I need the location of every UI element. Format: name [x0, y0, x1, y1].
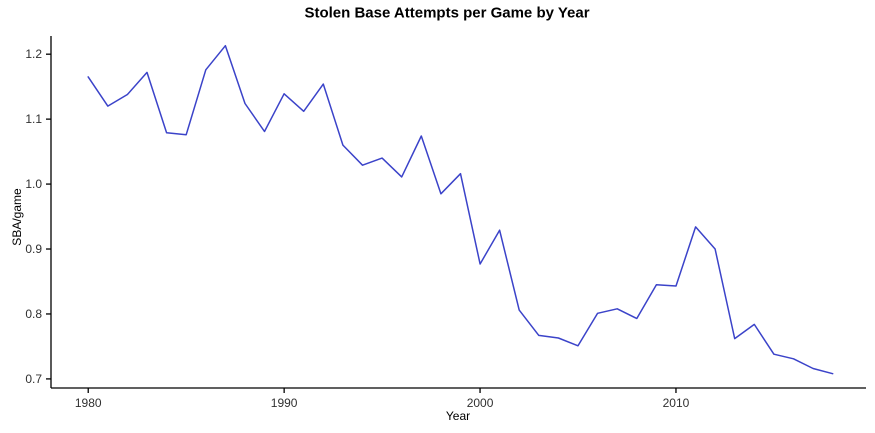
y-tick-label: 0.9 — [25, 242, 42, 256]
chart-title: Stolen Base Attempts per Game by Year — [304, 4, 590, 22]
y-tick-label: 0.7 — [25, 372, 42, 386]
x-tick-label: 1990 — [271, 396, 298, 410]
y-tick-label: 0.8 — [25, 307, 42, 321]
y-tick-label: 1.2 — [25, 47, 42, 61]
y-tick-label: 1.1 — [25, 112, 42, 126]
x-tick-label: 1980 — [75, 396, 102, 410]
x-axis-label: Year — [445, 409, 471, 423]
data-line — [87, 44, 834, 375]
x-tick-label: 2000 — [467, 396, 494, 410]
x-tick-label: 2010 — [663, 396, 690, 410]
y-tick-label: 1.0 — [25, 177, 42, 191]
